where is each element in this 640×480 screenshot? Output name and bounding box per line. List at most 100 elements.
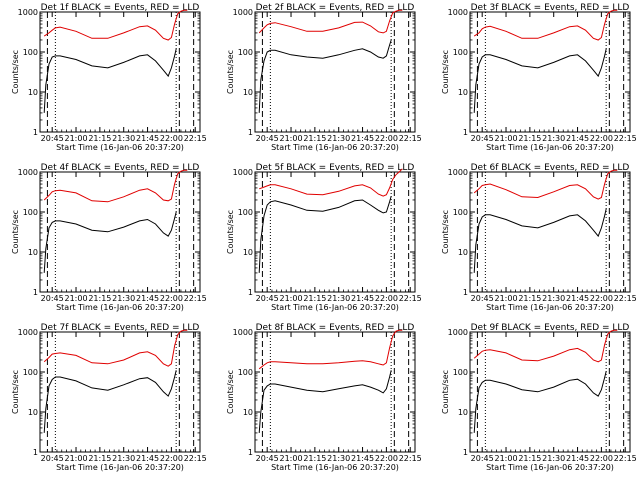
y-axis-label: Counts/sec — [226, 370, 235, 414]
chart-title: Det 9f BLACK = Events, RED = LLD — [471, 323, 630, 333]
x-tick-label: 21:45 — [351, 454, 374, 463]
series-line-events — [258, 39, 392, 113]
x-tick-label: 22:15 — [184, 454, 207, 463]
x-tick-label: 20:45 — [471, 294, 494, 303]
x-tick-label: 21:00 — [64, 454, 87, 463]
x-tick-label: 22:00 — [375, 294, 398, 303]
series-line-events — [43, 370, 177, 433]
x-tick-label: 20:45 — [256, 294, 279, 303]
x-axis-label: Start Time (16-Jan-06 20:37:20) — [56, 143, 184, 152]
x-tick-label: 22:15 — [184, 294, 207, 303]
x-axis-label: Start Time (16-Jan-06 20:37:20) — [271, 463, 399, 472]
x-tick-label: 21:30 — [327, 454, 350, 463]
chart-title: Det 1f BLACK = Events, RED = LLD — [41, 3, 200, 13]
detector-chart-4: Det 4f BLACK = Events, RED = LLD 1 10 100 10… — [11, 163, 207, 312]
x-tick-label: 21:15 — [88, 134, 111, 143]
detector-chart-3: Det 3f BLACK = Events, RED = LLD 1 10 100 10… — [441, 3, 637, 152]
x-tick-label: 22:15 — [614, 294, 637, 303]
series-line-events — [258, 195, 392, 273]
y-tick-label: 1000 — [18, 8, 38, 17]
y-tick-label: 1000 — [233, 328, 253, 337]
series-line-events — [473, 208, 607, 273]
x-tick-label: 22:15 — [614, 134, 637, 143]
series-line-events — [473, 48, 607, 113]
y-tick-label: 100 — [23, 208, 38, 217]
x-tick-label: 21:00 — [494, 134, 517, 143]
y-tick-label: 100 — [238, 48, 253, 57]
x-tick-label: 21:00 — [494, 294, 517, 303]
chart-title: Det 7f BLACK = Events, RED = LLD — [41, 323, 200, 333]
y-axis-label: Counts/sec — [11, 370, 20, 414]
plot-frame — [254, 331, 416, 453]
series-line-lld — [473, 329, 618, 363]
x-tick-label: 21:00 — [279, 454, 302, 463]
plot-frame — [254, 11, 416, 133]
x-tick-label: 20:45 — [471, 454, 494, 463]
x-tick-label: 20:45 — [41, 294, 64, 303]
detector-chart-2: Det 2f BLACK = Events, RED = LLD 1 10 100 10… — [226, 3, 422, 152]
series-line-lld — [473, 9, 618, 41]
x-tick-label: 21:30 — [327, 294, 350, 303]
plot-frame — [469, 11, 631, 133]
series-line-lld — [473, 169, 618, 200]
plot-frame — [469, 331, 631, 453]
x-tick-label: 21:15 — [518, 454, 541, 463]
chart-title: Det 8f BLACK = Events, RED = LLD — [256, 323, 415, 333]
x-tick-label: 22:00 — [590, 294, 613, 303]
x-tick-label: 21:15 — [303, 134, 326, 143]
x-tick-label: 22:00 — [160, 454, 183, 463]
x-tick-label: 21:30 — [112, 134, 135, 143]
y-tick-label: 1 — [463, 448, 468, 457]
y-tick-label: 1000 — [18, 328, 38, 337]
y-tick-label: 100 — [238, 208, 253, 217]
y-tick-label: 1000 — [448, 328, 468, 337]
x-axis-label: Start Time (16-Jan-06 20:37:20) — [56, 303, 184, 312]
x-tick-label: 21:30 — [542, 134, 565, 143]
x-tick-label: 21:45 — [136, 454, 159, 463]
y-axis-label: Counts/sec — [226, 50, 235, 94]
y-tick-label: 10 — [243, 408, 253, 417]
y-tick-label: 10 — [458, 88, 468, 97]
y-tick-label: 10 — [243, 248, 253, 257]
x-tick-label: 21:15 — [518, 294, 541, 303]
x-axis-label: Start Time (16-Jan-06 20:37:20) — [271, 143, 399, 152]
y-tick-label: 1 — [33, 288, 38, 297]
y-tick-label: 10 — [28, 248, 38, 257]
series-line-lld — [43, 9, 188, 41]
x-axis-label: Start Time (16-Jan-06 20:37:20) — [486, 463, 614, 472]
y-tick-label: 1 — [33, 448, 38, 457]
x-tick-label: 22:00 — [375, 454, 398, 463]
y-tick-label: 1 — [463, 128, 468, 137]
chart-title: Det 2f BLACK = Events, RED = LLD — [256, 3, 415, 13]
x-tick-label: 20:45 — [41, 454, 64, 463]
x-tick-label: 21:45 — [136, 134, 159, 143]
y-tick-label: 1000 — [448, 168, 468, 177]
x-tick-label: 22:15 — [184, 134, 207, 143]
y-tick-label: 1 — [33, 128, 38, 137]
y-axis-label: Counts/sec — [226, 210, 235, 254]
detector-chart-6: Det 6f BLACK = Events, RED = LLD 1 10 100 10… — [441, 163, 637, 312]
y-tick-label: 10 — [28, 408, 38, 417]
series-line-lld — [259, 168, 403, 197]
chart-title: Det 6f BLACK = Events, RED = LLD — [471, 163, 630, 173]
y-tick-label: 100 — [453, 368, 468, 377]
y-tick-label: 1000 — [448, 8, 468, 17]
y-tick-label: 100 — [238, 368, 253, 377]
x-tick-label: 21:30 — [327, 134, 350, 143]
x-tick-label: 22:00 — [160, 134, 183, 143]
x-tick-label: 20:45 — [256, 454, 279, 463]
x-tick-label: 22:15 — [399, 294, 422, 303]
x-tick-label: 22:00 — [590, 134, 613, 143]
x-axis-label: Start Time (16-Jan-06 20:37:20) — [271, 303, 399, 312]
x-tick-label: 21:45 — [351, 134, 374, 143]
x-tick-label: 20:45 — [41, 134, 64, 143]
detector-chart-8: Det 8f BLACK = Events, RED = LLD 1 10 100 10… — [226, 323, 422, 472]
x-tick-label: 21:45 — [566, 454, 589, 463]
x-tick-label: 21:30 — [542, 294, 565, 303]
x-tick-label: 22:00 — [160, 294, 183, 303]
plot-frame — [39, 171, 201, 293]
x-tick-label: 21:15 — [303, 454, 326, 463]
series-line-events — [43, 211, 177, 273]
y-tick-label: 100 — [23, 368, 38, 377]
